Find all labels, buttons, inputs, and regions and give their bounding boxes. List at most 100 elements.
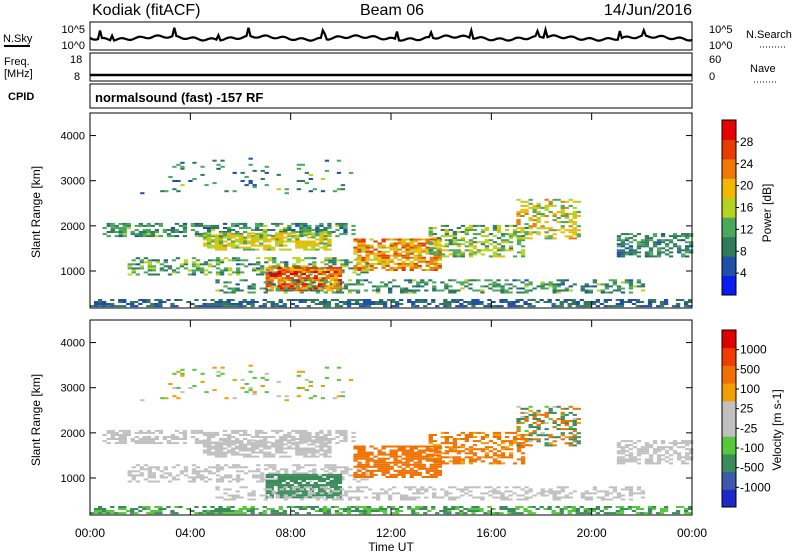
velocity-cell [122, 506, 127, 508]
power-cell [436, 289, 441, 292]
power-cell [520, 239, 526, 242]
velocity-cell [235, 438, 240, 440]
power-cell [202, 305, 207, 308]
power-cell [259, 238, 264, 241]
velocity-cell [206, 438, 212, 440]
power-cell [644, 255, 650, 258]
power-cell [353, 269, 358, 271]
velocity-cell [603, 506, 608, 508]
velocity-cell [424, 490, 429, 493]
power-cell [619, 301, 625, 303]
velocity-cell [460, 490, 465, 493]
velocity-cell [130, 440, 135, 443]
velocity-cell [421, 455, 426, 458]
power-cell [98, 305, 103, 308]
power-cell [484, 285, 489, 288]
power-cell [307, 279, 312, 282]
velocity-cell [319, 441, 324, 444]
power-cell [604, 291, 609, 294]
power-cell [298, 301, 303, 303]
velocity-cell [222, 508, 227, 510]
power-cell [348, 261, 353, 264]
velocity-cell [401, 461, 406, 464]
power-cell [552, 283, 557, 286]
power-cell [94, 305, 99, 308]
power-cell [512, 235, 518, 238]
power-cell [238, 303, 243, 305]
power-cell [580, 287, 585, 290]
velocity-cell [259, 494, 264, 497]
power-cell [291, 229, 296, 231]
velocity-cell [295, 447, 300, 450]
power-cell [365, 254, 370, 257]
power-cell [371, 289, 377, 292]
power-cell [366, 303, 372, 305]
velocity-cell [385, 476, 390, 478]
power-cell [504, 224, 510, 227]
velocity-cell [552, 496, 557, 499]
velocity-cell [222, 455, 228, 458]
velocity-cell [357, 469, 362, 472]
power-cell [607, 305, 612, 308]
power-cell [232, 257, 237, 260]
power-colorbar-swatch [722, 158, 736, 179]
velocity-cell [503, 506, 508, 508]
velocity-cell [238, 512, 243, 515]
velocity-colorbar-swatch [722, 400, 736, 419]
power-cell [476, 289, 481, 292]
power-cell [315, 232, 320, 235]
velocity-cell [195, 472, 201, 475]
power-cell [681, 253, 686, 256]
velocity-cell [287, 447, 292, 450]
velocity-cell [307, 494, 312, 497]
velocity-cell [150, 442, 155, 445]
power-cell [524, 237, 530, 240]
power-cell [631, 303, 637, 305]
velocity-cell [251, 451, 256, 454]
velocity-cell [607, 512, 612, 515]
power-cell [291, 231, 296, 233]
power-ytick-label: 3000 [61, 176, 85, 188]
velocity-cell [122, 508, 127, 510]
power-cell [340, 259, 345, 262]
velocity-cell [377, 449, 382, 452]
power-cell [672, 233, 678, 236]
velocity-cell [319, 447, 324, 450]
power-cell [320, 190, 326, 193]
power-cell [536, 227, 541, 230]
power-cell [227, 236, 232, 239]
velocity-cell [640, 452, 646, 455]
power-cell [361, 242, 366, 245]
power-cell [467, 303, 472, 305]
velocity-cell [635, 508, 641, 510]
power-cell [520, 291, 525, 294]
velocity-cell [547, 508, 552, 510]
velocity-cell [330, 506, 336, 508]
velocity-cell [681, 442, 686, 445]
power-cell [143, 257, 148, 260]
power-cell [364, 267, 369, 270]
velocity-cell [468, 494, 473, 497]
velocity-cell [260, 474, 265, 477]
velocity-cell [178, 506, 183, 508]
power-cell [361, 244, 366, 247]
power-cell [98, 299, 103, 301]
velocity-cell [564, 422, 569, 424]
velocity-cell [616, 450, 622, 453]
power-cell [135, 263, 140, 266]
power-cell [243, 240, 248, 243]
velocity-cell [416, 488, 421, 491]
power-cell [620, 249, 626, 252]
power-cell [480, 243, 486, 246]
velocity-cell [265, 484, 270, 487]
power-cell [256, 273, 261, 276]
power-cell [624, 279, 630, 282]
velocity-cell [512, 486, 517, 489]
velocity-cell [628, 440, 634, 443]
power-cell [296, 180, 301, 182]
velocity-cell [226, 506, 231, 508]
power-cell [483, 305, 488, 308]
power-cell [277, 266, 282, 269]
velocity-cell [576, 422, 581, 424]
velocity-cell [488, 490, 493, 493]
